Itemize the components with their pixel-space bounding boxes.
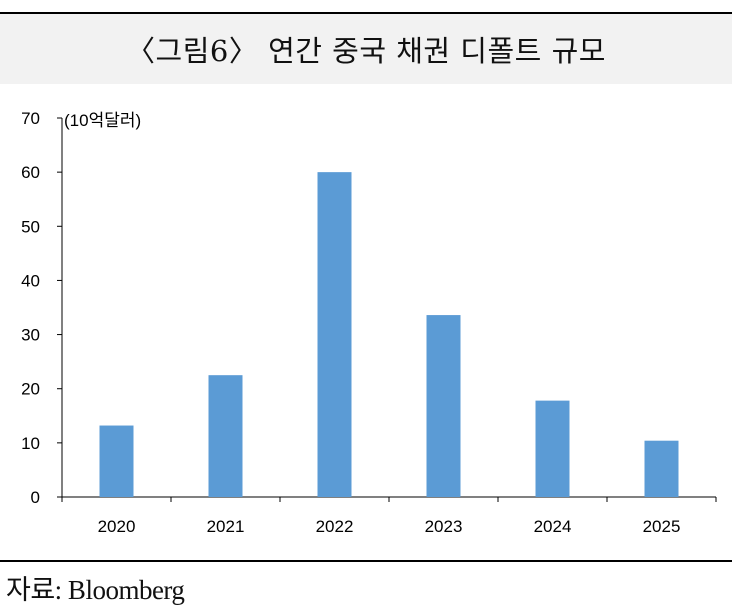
y-tick-label: 20 [21,380,40,399]
bottom-rule [0,560,732,562]
source-note: 자료: Bloomberg [6,575,185,605]
x-tick-label: 2025 [643,517,681,536]
bar-chart: 0 10 20 30 40 50 60 70 2020 2021 2022 2023 2024 2025… [21,109,717,536]
x-tick-label: 2020 [98,517,136,536]
y-tick-label: 10 [21,434,40,453]
x-tick-label: 2021 [207,517,245,536]
bar-2020 [99,425,134,497]
bar-2021 [208,375,243,497]
x-tick-label: 2022 [316,517,354,536]
bar-2024 [535,400,570,497]
y-tick-label: 30 [21,326,40,345]
x-tick-label: 2024 [534,517,572,536]
y-tick-label: 70 [21,109,40,128]
y-tick-label: 40 [21,271,40,290]
y-tick-label: 50 [21,217,40,236]
bars [99,172,679,497]
bar-2022 [317,172,352,497]
title-bar: 〈그림6〉 연간 중국 채권 디폴트 규모 [0,14,732,84]
y-axis: 0 10 20 30 40 50 60 70 [21,109,63,507]
y-tick-label: 60 [21,163,40,182]
chart-area: 0 10 20 30 40 50 60 70 2020 2021 2022 2023 2024 2025… [0,84,732,560]
bar-2023 [426,315,461,497]
x-tick-label: 2023 [425,517,463,536]
x-axis: 2020 2021 2022 2023 2024 2025 [61,496,717,536]
chart-title: 〈그림6〉 연간 중국 채권 디폴트 규모 [126,34,606,68]
bar-2025 [644,440,679,497]
y-tick-label: 0 [31,488,40,507]
y-unit-label: (10억달러) [64,111,141,130]
top-rule [0,12,732,14]
